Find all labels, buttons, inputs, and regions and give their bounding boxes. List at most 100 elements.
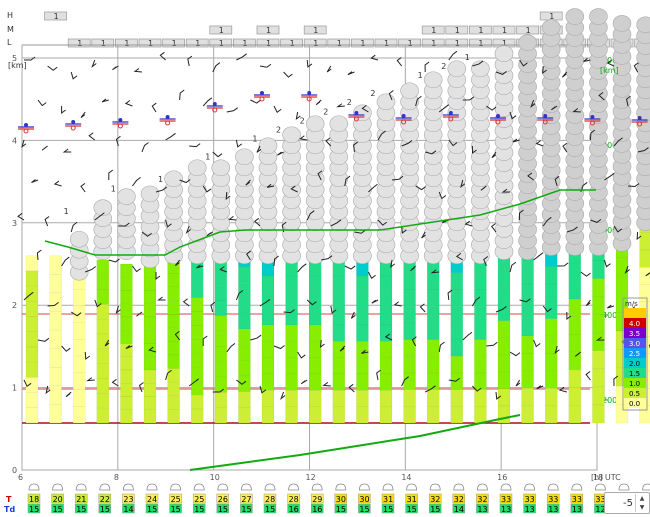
inversion-marker <box>118 118 123 122</box>
lift-cell <box>96 348 110 364</box>
lift-cell <box>426 389 440 407</box>
stepper-up-icon[interactable]: ▲ <box>639 495 645 502</box>
inversion-marker-red <box>259 96 265 102</box>
cumulus-label: 1 <box>252 134 257 143</box>
inversion-marker <box>637 116 642 120</box>
offset-stepper-value[interactable]: -5 <box>623 497 633 509</box>
inversion-marker <box>354 111 359 115</box>
lift-cell <box>356 373 369 391</box>
inversion-marker <box>448 111 453 115</box>
low-cloud-cell <box>351 38 374 48</box>
lift-cell <box>25 270 39 287</box>
inversion-marker-red <box>353 116 359 122</box>
temperature-value: 28 <box>265 495 275 504</box>
wind-barb <box>84 351 91 360</box>
low-cloud-cell <box>280 38 303 48</box>
wind-barb <box>212 151 223 158</box>
wind-barb <box>354 229 366 234</box>
offset-stepper-buttons[interactable]: ▲ ▼ <box>635 494 648 512</box>
lift-cell <box>120 396 133 410</box>
cumulus-label: 1 <box>418 71 423 80</box>
wind-barb <box>554 175 560 187</box>
dewpoint-cell <box>476 503 489 514</box>
lift-cell <box>592 386 605 406</box>
dewpoint-value: 15 <box>100 505 110 514</box>
wind-barb <box>300 379 308 385</box>
wind-barb <box>65 391 72 398</box>
lift-cell <box>426 305 440 324</box>
cumulus-label: 2 <box>276 125 281 134</box>
lift-cell <box>592 314 605 333</box>
lift-cell <box>120 409 133 424</box>
lift-cell <box>214 392 228 408</box>
dewpoint-value: 15 <box>383 505 393 514</box>
wind-barb <box>202 335 208 346</box>
wind-barb <box>371 299 379 304</box>
lift-cell <box>403 305 416 324</box>
lift-cell <box>308 308 322 326</box>
lift-cell <box>403 372 416 390</box>
lift-cell <box>544 405 558 424</box>
legend-label: 0.5 <box>629 390 640 398</box>
inversion-marker <box>24 123 28 127</box>
wind-barb <box>562 142 568 153</box>
dewpoint-cell <box>145 503 159 514</box>
offset-stepper[interactable]: -5 ▲ ▼ <box>604 492 650 514</box>
mid-cloud-value: 1 <box>502 26 507 35</box>
wind-barb <box>501 188 511 193</box>
wind-barb <box>80 111 86 118</box>
lift-cell <box>521 301 534 320</box>
wind-barb <box>196 264 204 269</box>
wind-barb <box>70 71 78 80</box>
wind-barb <box>31 179 39 183</box>
weather-cloud-icon <box>453 483 465 491</box>
lift-cell <box>379 275 393 293</box>
stepper-down-icon[interactable]: ▼ <box>639 504 645 511</box>
dewpoint-cell <box>27 503 41 514</box>
km-unit-label: [km] <box>8 61 27 70</box>
lift-cell <box>356 324 369 342</box>
wind-barb <box>361 104 369 113</box>
low-cloud-value: 1 <box>266 39 271 48</box>
wind-barb <box>348 383 355 393</box>
wind-barb <box>604 172 615 181</box>
wind-barb <box>607 304 615 309</box>
temperature-value: 33 <box>525 495 535 504</box>
lift-cell <box>214 269 228 286</box>
lift-cell <box>497 320 511 339</box>
cumulus-label: 1 <box>465 53 470 62</box>
wind-barb <box>226 343 236 353</box>
lift-cell <box>568 351 582 371</box>
mid-cloud-value: 1 <box>526 26 531 35</box>
lift-cell <box>568 369 582 388</box>
dewpoint-value: 13 <box>477 505 487 514</box>
lift-cell <box>120 383 133 397</box>
wind-barb <box>37 337 50 342</box>
lift-cell <box>72 372 86 390</box>
lift-cell <box>521 283 534 302</box>
wind-barb <box>490 223 497 233</box>
lift-cell <box>49 348 62 368</box>
wind-barb <box>486 105 497 111</box>
low-cloud-value: 1 <box>431 39 436 48</box>
cumulus-label: 2 <box>370 89 375 98</box>
dewpoint-value: 12 <box>595 505 605 514</box>
wind-barb <box>637 147 649 153</box>
wind-barb <box>165 369 172 381</box>
lift-cell <box>592 260 605 279</box>
temperature-cell <box>310 493 324 504</box>
wind-barb <box>495 391 502 400</box>
lift-cell <box>568 387 582 406</box>
wind-barb <box>509 261 517 273</box>
flight-level-label-800: 800 <box>602 141 617 150</box>
lift-cell <box>403 289 416 307</box>
dewpoint-cell <box>192 503 206 514</box>
lift-cell <box>568 405 582 424</box>
temperature-cell <box>405 493 418 504</box>
low-cloud-cell <box>67 38 91 48</box>
inversion-marker <box>307 91 312 95</box>
inversion-marker <box>165 115 170 119</box>
lift-cell <box>120 290 133 304</box>
lift-cell <box>308 373 322 391</box>
lift-cell <box>96 333 110 350</box>
